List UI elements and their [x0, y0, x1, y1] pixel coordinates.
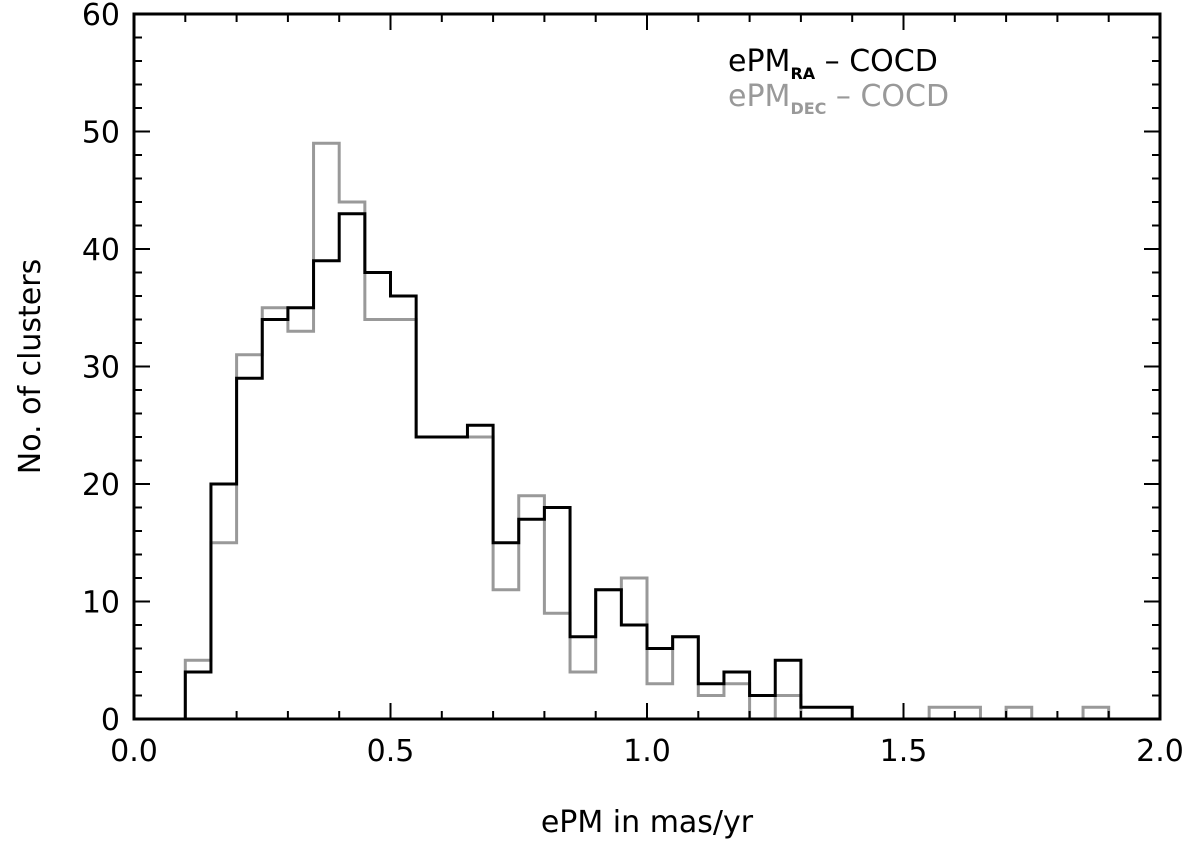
y-tick-label: 60 — [82, 0, 120, 33]
legend-ra-rest: – COCD — [815, 44, 938, 79]
series-layer — [134, 141, 1160, 721]
series-line-ra — [134, 212, 1160, 721]
legend: ePMRA – COCD ePMDEC – COCD — [728, 44, 949, 118]
y-tick-label: 40 — [82, 233, 120, 268]
x-tick-label: 1.5 — [880, 734, 928, 769]
legend-ra-sub: RA — [790, 64, 815, 83]
x-tick-label: 0.5 — [367, 734, 415, 769]
y-axis-label: No. of clusters — [13, 259, 48, 474]
x-tick-label: 1.0 — [623, 734, 671, 769]
x-tick-label: 0.0 — [110, 734, 158, 769]
legend-entry-ra: ePMRA – COCD — [728, 44, 938, 83]
legend-dec-rest: – COCD — [826, 79, 949, 114]
series-line-dec — [134, 141, 1160, 721]
y-tick-label: 50 — [82, 116, 120, 151]
x-axis-label: ePM in mas/yr — [541, 805, 754, 840]
legend-entry-dec: ePMDEC – COCD — [728, 79, 949, 118]
legend-dec-main: ePM — [728, 79, 790, 114]
y-tick-label: 20 — [82, 468, 120, 503]
y-tick-label: 0 — [101, 703, 120, 738]
legend-dec-sub: DEC — [790, 99, 826, 118]
tick-label-layer: 0.0 0.5 1.0 1.5 2.0 0 10 20 30 40 50 60 — [82, 0, 1184, 769]
y-tick-label: 30 — [82, 351, 120, 386]
y-tick-label: 10 — [82, 586, 120, 621]
x-tick-label: 2.0 — [1136, 734, 1184, 769]
legend-ra-main: ePM — [728, 44, 790, 79]
tick-layer — [133, 13, 1161, 720]
